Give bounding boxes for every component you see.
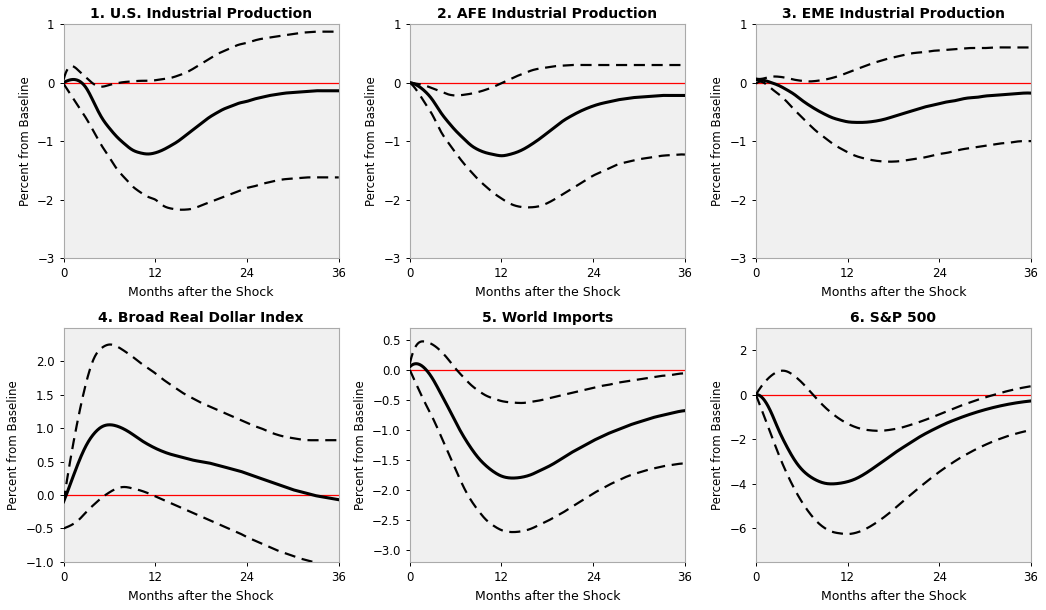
Title: 3. EME Industrial Production: 3. EME Industrial Production: [782, 7, 1005, 21]
Y-axis label: Percent from Baseline: Percent from Baseline: [711, 76, 724, 206]
Title: 2. AFE Industrial Production: 2. AFE Industrial Production: [437, 7, 657, 21]
Title: 6. S&P 500: 6. S&P 500: [850, 311, 936, 325]
X-axis label: Months after the Shock: Months after the Shock: [475, 589, 620, 603]
Title: 5. World Imports: 5. World Imports: [482, 311, 613, 325]
X-axis label: Months after the Shock: Months after the Shock: [129, 589, 274, 603]
Y-axis label: Percent from Baseline: Percent from Baseline: [19, 76, 31, 206]
X-axis label: Months after the Shock: Months after the Shock: [821, 589, 967, 603]
X-axis label: Months after the Shock: Months after the Shock: [129, 285, 274, 299]
X-axis label: Months after the Shock: Months after the Shock: [475, 285, 620, 299]
Y-axis label: Percent from Baseline: Percent from Baseline: [7, 380, 21, 510]
Title: 4. Broad Real Dollar Index: 4. Broad Real Dollar Index: [98, 311, 304, 325]
Y-axis label: Percent from Baseline: Percent from Baseline: [711, 380, 724, 510]
Y-axis label: Percent from Baseline: Percent from Baseline: [365, 76, 378, 206]
X-axis label: Months after the Shock: Months after the Shock: [821, 285, 967, 299]
Title: 1. U.S. Industrial Production: 1. U.S. Industrial Production: [90, 7, 312, 21]
Y-axis label: Percent from Baseline: Percent from Baseline: [354, 380, 367, 510]
